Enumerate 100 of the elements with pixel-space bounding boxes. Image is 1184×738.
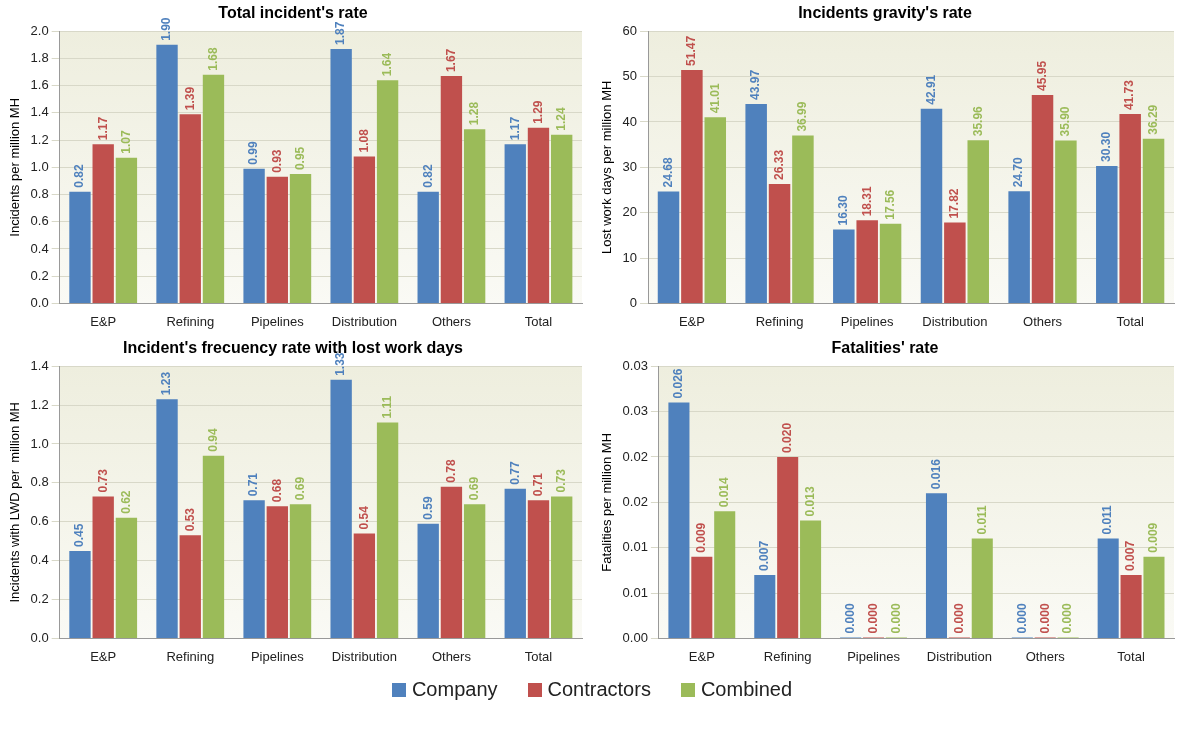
y-tick-label: 0: [629, 294, 638, 310]
bar: [777, 456, 799, 638]
bar: [202, 455, 225, 638]
bar: [792, 135, 814, 303]
data-label: 0.68: [269, 478, 284, 503]
data-label: 1.17: [507, 116, 522, 141]
bar: [92, 144, 114, 303]
bar: [156, 399, 178, 638]
bar: [376, 422, 399, 638]
bar: [1119, 114, 1141, 303]
data-label: 0.011: [974, 504, 989, 535]
bar: [944, 222, 966, 303]
bar: [504, 488, 526, 638]
y-tick-label: 20: [622, 204, 638, 220]
x-tick-label: Refining: [763, 648, 812, 664]
y-tick-label: 0.8: [30, 474, 49, 490]
bar: [551, 496, 573, 638]
x-tick-label: Total: [524, 648, 553, 664]
y-tick-label: 0.03: [622, 403, 648, 419]
data-label: 1.33: [333, 352, 348, 376]
bar: [266, 176, 288, 303]
data-label: 1.29: [530, 100, 545, 124]
bar: [289, 504, 312, 638]
data-label: 1.67: [443, 48, 458, 73]
x-tick-label: Others: [431, 313, 472, 329]
y-tick-label: 1.4: [30, 357, 49, 373]
y-tick-label: 0.8: [30, 186, 49, 202]
y-tick-label: 0.00: [622, 629, 648, 645]
y-tick-label: 1.2: [30, 131, 49, 147]
bar: [1120, 574, 1142, 638]
y-axis-title: Fatalities per million MH: [599, 432, 615, 572]
bar: [704, 117, 727, 303]
data-label: 0.82: [420, 164, 435, 188]
data-label: 0.82: [72, 164, 87, 188]
bar: [266, 506, 288, 638]
bar: [657, 191, 680, 303]
x-tick-label: E&P: [90, 648, 117, 664]
x-tick-label: Total: [524, 313, 553, 329]
bar: [69, 191, 91, 303]
bar: [417, 191, 439, 303]
y-tick-label: 0.02: [622, 493, 648, 509]
y-tick-label: 40: [622, 113, 638, 129]
y-tick-label: 0.4: [30, 240, 49, 256]
x-tick-label: Others: [1023, 313, 1063, 329]
bar: [202, 74, 225, 303]
data-label: 18.31: [859, 185, 874, 217]
bar: [967, 140, 989, 303]
y-axis-title: Lost work days per million MH: [599, 80, 615, 254]
bar: [330, 379, 352, 638]
chart-title: Fatalities' rate: [831, 339, 939, 357]
bar: [243, 168, 265, 303]
bar: [463, 129, 486, 303]
data-label: 43.97: [748, 69, 763, 100]
y-tick-label: 0.4: [30, 552, 49, 568]
data-label: 0.69: [292, 476, 307, 501]
data-label: 1.08: [356, 128, 371, 153]
data-label: 24.68: [660, 157, 675, 188]
y-tick-label: 0.01: [622, 539, 648, 555]
x-tick-label: Others: [1025, 648, 1066, 664]
data-label: 1.23: [159, 371, 174, 396]
y-tick-label: 0.2: [30, 267, 49, 283]
x-tick-label: Refining: [166, 648, 215, 664]
data-label: 35.90: [1058, 106, 1073, 137]
x-tick-label: Pipelines: [840, 313, 895, 329]
data-label: 0.000: [865, 603, 880, 634]
bar: [971, 538, 993, 638]
bar: [768, 183, 791, 303]
legend-label: Company: [411, 678, 498, 701]
bar: [440, 486, 463, 638]
bar: [376, 80, 399, 303]
data-label: 0.54: [356, 505, 371, 530]
data-label: 0.93: [269, 149, 284, 173]
data-label: 0.69: [466, 476, 481, 501]
data-label: 1.64: [379, 52, 394, 77]
y-tick-label: 0.03: [622, 357, 648, 373]
bar: [1097, 538, 1119, 638]
y-tick-label: 0.02: [622, 448, 648, 464]
y-tick-label: 1.0: [30, 158, 49, 174]
data-label: 1.90: [159, 17, 174, 41]
y-tick-label: 1.0: [30, 435, 49, 451]
data-label: 1.39: [182, 86, 197, 111]
bar: [1142, 138, 1165, 303]
legend-label: Contractors: [547, 678, 651, 701]
data-label: 1.68: [205, 47, 220, 71]
data-label: 0.007: [1123, 540, 1138, 571]
bar: [668, 402, 690, 638]
y-tick-label: 0.6: [30, 213, 49, 229]
bar: [1031, 94, 1054, 303]
y-tick-label: 0.2: [30, 591, 49, 607]
x-tick-label: Total: [1116, 313, 1145, 329]
bar: [527, 127, 550, 303]
bar: [1008, 191, 1030, 303]
data-label: 0.71: [246, 472, 261, 497]
data-label: 0.016: [928, 458, 943, 490]
data-label: 26.33: [771, 149, 786, 180]
bar: [243, 500, 265, 638]
x-tick-label: Pipelines: [250, 313, 305, 329]
bar: [833, 229, 855, 303]
data-label: 0.45: [72, 523, 87, 547]
y-tick-label: 1.4: [30, 104, 49, 120]
